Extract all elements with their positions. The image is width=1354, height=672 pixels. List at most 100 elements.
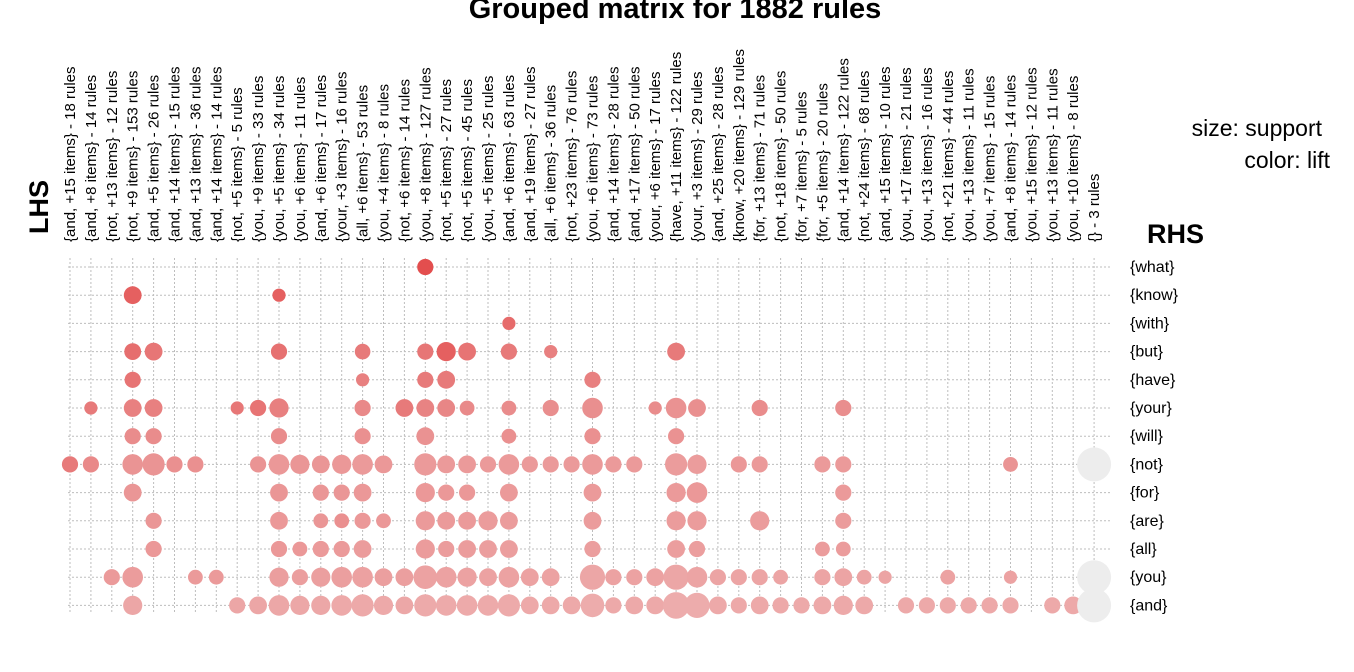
rule-circle [458, 540, 476, 558]
rule-circle [437, 511, 456, 530]
rule-circle [687, 454, 707, 474]
rule-circle [1077, 447, 1112, 482]
rule-circle [814, 569, 831, 586]
lhs-group-label: {and, +25 items} - 28 rules [710, 66, 727, 242]
rule-circle [835, 484, 852, 501]
rule-circle [376, 513, 391, 529]
rule-circle [500, 343, 517, 360]
rule-circle [270, 511, 288, 530]
rule-circle [939, 597, 956, 614]
rule-circle [415, 539, 435, 559]
rule-circle [542, 399, 559, 417]
rule-circle [856, 569, 872, 585]
lhs-group-label: {not, +18 items} - 50 rules [773, 71, 790, 242]
lhs-group-label: {for, +5 items} - 20 rules [814, 83, 831, 242]
lhs-group-label: {and, +15 items} - 10 rules [877, 66, 894, 242]
rhs-item-label: {your} [1130, 400, 1172, 417]
rule-circle [584, 428, 601, 445]
rule-circle [626, 456, 643, 473]
rule-circle [395, 568, 414, 587]
rule-circle [354, 399, 371, 417]
rule-circle [438, 540, 455, 558]
rule-circle [331, 595, 353, 616]
rule-circle [605, 597, 622, 614]
rule-circle [833, 595, 853, 616]
rule-circle [605, 456, 622, 473]
rule-circle [751, 399, 768, 417]
rule-circle [272, 288, 286, 302]
rule-circle [437, 455, 456, 474]
rule-circle [333, 484, 350, 501]
rule-circle [500, 540, 518, 558]
rule-circle [751, 569, 768, 586]
rule-circle [269, 567, 289, 587]
rule-circle [268, 595, 290, 616]
lhs-group-label: {you, +5 items} - 25 rules [480, 76, 497, 242]
lhs-group-label: {you, +13 items} - 16 rules [919, 67, 936, 242]
lhs-group-label: {your, +3 items} - 16 rules [334, 71, 351, 242]
lhs-group-label: {not, +13 items} - 12 rules [104, 71, 121, 242]
rule-circle [773, 569, 788, 585]
rule-circle [438, 484, 455, 501]
rule-circle [250, 456, 267, 473]
lhs-group-label: {not, +5 items} - 27 rules [438, 79, 455, 242]
rule-circle [373, 595, 394, 616]
rule-circle [878, 570, 892, 584]
legend-size-label: size: support [1192, 115, 1323, 141]
rule-circle [124, 371, 141, 388]
rule-circle [270, 540, 288, 558]
rule-circle [500, 511, 518, 530]
rule-circle [435, 566, 457, 588]
lhs-group-label: {and, +5 items} - 26 rules [146, 75, 163, 242]
rule-circle [709, 596, 727, 615]
lhs-group-label: {you, +7 items} - 15 rules [982, 76, 999, 242]
rule-circle [456, 595, 478, 616]
rule-circle [395, 399, 414, 417]
rule-circle [395, 596, 414, 615]
rule-circle [478, 511, 498, 531]
rule-circle [437, 370, 456, 389]
rule-circle [497, 594, 520, 617]
rule-circle [415, 483, 435, 503]
rule-circle [666, 483, 686, 503]
rule-circle [688, 399, 706, 417]
rule-circle [103, 569, 120, 586]
rule-circle [667, 540, 685, 558]
rule-circle [855, 596, 874, 615]
rule-circle [542, 456, 559, 473]
rule-circle [417, 258, 434, 276]
rule-circle [61, 456, 79, 473]
lhs-group-label: {not, +9 items} - 153 rules [125, 71, 142, 242]
rule-circle [291, 569, 308, 586]
lhs-group-label: {and, +13 items} - 36 rules [187, 66, 204, 242]
rule-circle [582, 454, 603, 475]
rule-circle [563, 456, 580, 473]
rule-circle [437, 399, 456, 417]
lhs-group-label: {and, +6 items} - 63 rules [501, 75, 518, 242]
rhs-item-labels: {what} {know} {with} {but} {have} {your} {will… [1130, 259, 1179, 614]
lhs-group-label: {you, +13 items} - 11 rules [961, 68, 978, 242]
rule-circle [498, 454, 520, 475]
rule-circle [124, 343, 142, 360]
rule-circle [520, 596, 539, 615]
lhs-group-label: {and, +19 items} - 27 rules [522, 66, 539, 242]
rule-circle [709, 569, 727, 586]
lhs-group-label: {know, +20 items} - 129 rules [731, 49, 748, 242]
rule-circle [144, 342, 163, 361]
lhs-group-label: {not, +24 items} - 68 rules [856, 71, 873, 242]
lhs-group-label: {you, +9 items} - 33 rules [250, 76, 267, 242]
rule-circle [813, 596, 832, 615]
rule-circle [352, 566, 373, 588]
rule-circle [500, 483, 518, 502]
rule-circle [625, 596, 644, 615]
rule-circle [730, 456, 747, 473]
rule-circle [313, 513, 329, 529]
rule-circle [477, 595, 499, 616]
rule-circle [352, 454, 373, 475]
rule-circle [353, 540, 372, 558]
rule-circle [415, 511, 435, 531]
rule-circle [270, 343, 288, 360]
rule-circle [521, 456, 538, 473]
rule-circle [834, 568, 853, 587]
rule-circle [268, 454, 290, 475]
